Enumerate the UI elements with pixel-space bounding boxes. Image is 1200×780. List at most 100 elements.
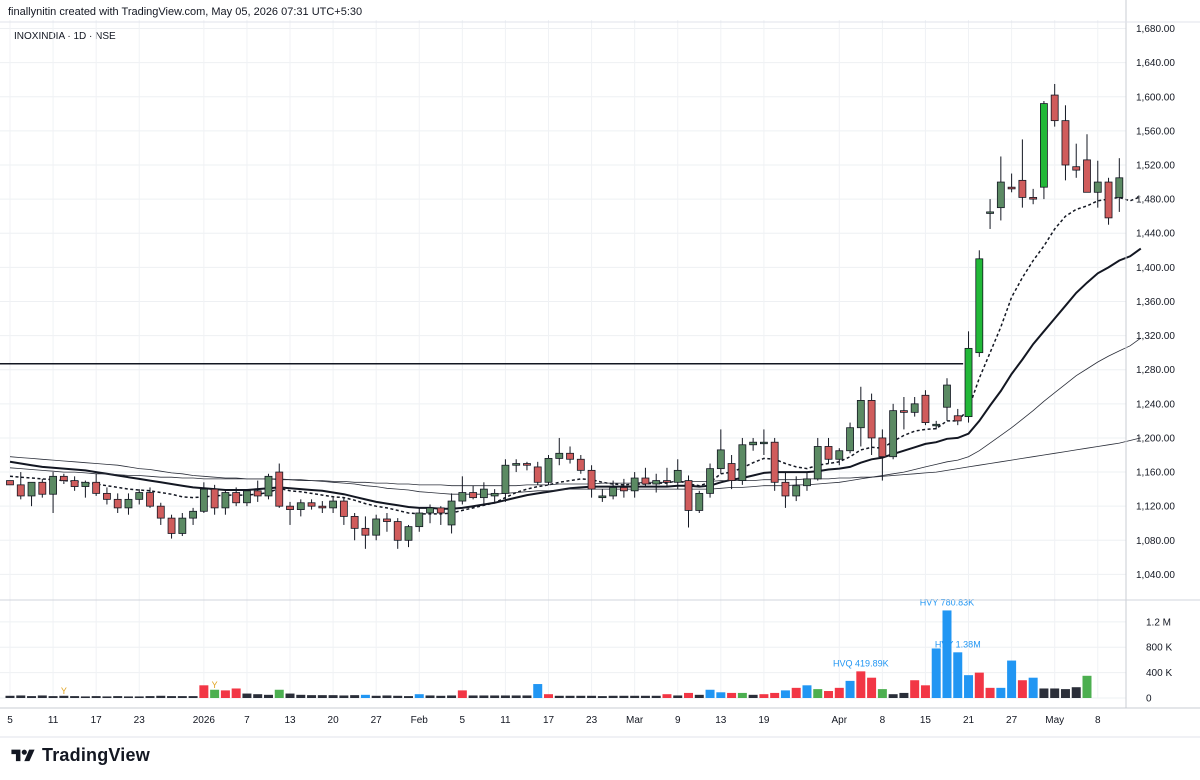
time-tick-label: 19 [758,715,770,726]
chart-canvas[interactable]: HVQ 419.89K HVY 780.83K HVY 1.38M Y Y 1,040.… [0,0,1200,740]
volume-bar [188,696,198,698]
candle-body [684,480,693,511]
time-tick-label: 27 [371,715,383,726]
candle-body [6,480,14,486]
candle [1018,139,1027,208]
volume-bar [167,696,177,698]
moving-average-line-1 [9,195,1142,515]
candle-body [544,458,553,483]
volume-bar [727,692,737,698]
candle-body [447,500,456,526]
volume-bar [630,695,640,698]
candle [167,514,176,539]
volume-bar [651,695,661,698]
volume-bar [393,695,403,698]
volume-tick-label: 400 K [1146,668,1172,679]
candle-body [921,394,930,423]
volume-bar [867,677,877,698]
volume-bar [824,691,834,698]
candle [619,478,628,498]
candle-body [878,437,887,458]
candle [1007,173,1016,193]
candle-body [716,449,725,470]
volume-bar [328,695,338,698]
time-tick-label: 13 [715,715,727,726]
candle-body [156,505,165,519]
candle-body [307,502,316,507]
candle [232,487,241,507]
volume-bar [640,695,650,698]
volume-bar [447,695,457,698]
candle-body [932,423,941,427]
volume-bar [737,692,747,698]
candle-body [27,481,36,497]
candle [124,493,133,515]
time-tick-label: 7 [244,715,250,726]
candle [738,437,747,485]
candle-body [760,441,768,445]
volume-bar [791,687,801,698]
price-tick-label: 1,520.00 [1136,161,1175,172]
volume-bar [565,695,575,698]
price-tick-label: 1,680.00 [1136,24,1175,35]
volume-bar [942,610,952,698]
candle [835,448,844,466]
candle [630,472,639,498]
grid [0,20,1126,699]
symbol-legend[interactable]: INOXINDIA · 1D · NSE [14,31,116,42]
candle [512,459,521,473]
candle [986,199,994,229]
candle-body [501,464,510,494]
candle-body [286,505,294,510]
candle [49,472,57,513]
time-tick-label: 9 [675,715,681,726]
candle [1050,83,1059,127]
tradingview-brand[interactable]: TradingView [10,745,150,766]
candle [286,501,294,525]
time-tick-label: May [1045,715,1064,726]
candle [6,480,14,486]
volume-bar [1071,687,1081,698]
candle [609,480,618,500]
candle [318,501,327,513]
candle-body [393,521,402,541]
price-tick-label: 1,560.00 [1136,126,1175,137]
candles [6,83,1124,549]
ma-lines [9,195,1142,515]
volume-bar [123,696,133,698]
candle [587,465,596,498]
volume-bar [242,693,252,698]
candle [393,518,402,549]
time-tick-label: 15 [920,715,932,726]
volume-bar [134,696,144,698]
candle-body [350,516,359,529]
candle-body [953,415,962,422]
brand-name: TradingView [42,745,150,765]
volume-bar [48,696,58,698]
candle-body [533,466,542,483]
volume-marker: Y [61,686,67,696]
volume-bar [490,695,500,698]
price-tick-label: 1,160.00 [1136,468,1175,479]
volume-bar [705,689,715,698]
candle [878,429,887,481]
volume-bar [436,695,446,698]
time-tick-label: 21 [963,715,975,726]
volume-annotation: HVY 1.38M [935,639,981,649]
candle [727,455,736,490]
candle-body [706,468,714,494]
volume-bar [694,694,704,698]
candle [846,422,854,454]
candle-body [964,347,973,418]
volume-bar [253,694,263,698]
volume-bar [684,692,694,698]
candle [243,489,251,507]
price-tick-label: 1,080.00 [1136,536,1175,547]
volume-bar [263,694,273,698]
candle-body [1050,94,1059,122]
candle-body [1093,181,1102,193]
volume-bar [80,696,90,698]
candle [900,397,908,430]
candle [81,480,90,498]
candle [1061,105,1070,181]
